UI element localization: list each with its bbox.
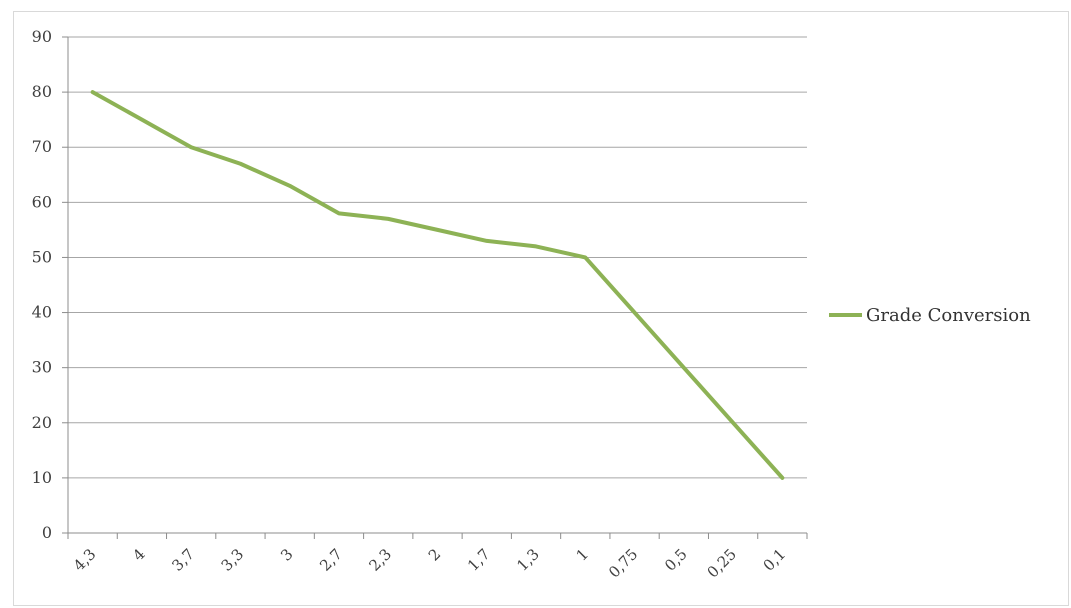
- x-tick-label: 1: [573, 545, 592, 564]
- y-tick-label: 90: [32, 27, 52, 46]
- x-tick-label: 0,1: [760, 545, 790, 575]
- x-tick-label: 2,7: [316, 545, 346, 575]
- data-point: [386, 217, 390, 221]
- x-tick-label: 2,3: [365, 545, 395, 575]
- data-point: [633, 311, 637, 315]
- chart-frame: [13, 11, 1069, 606]
- data-point: [682, 366, 686, 370]
- x-axis-ticks: 4,3 4 3,7 3,3 3 2,7 2,3 2 1,7 1,3 1 0,75 0,5 0,25 0,1: [70, 545, 789, 581]
- y-tick-label: 60: [32, 192, 52, 211]
- series-layer: [90, 90, 785, 480]
- data-point: [140, 118, 144, 122]
- y-tick-label: 30: [32, 358, 52, 377]
- data-point: [238, 162, 242, 166]
- y-tick-label: 10: [32, 468, 52, 487]
- x-tick-label: 3,3: [218, 545, 248, 575]
- series-line: [90, 90, 785, 480]
- legend-label: Grade Conversion: [866, 305, 1031, 326]
- x-tick-label: 4: [129, 545, 148, 564]
- y-axis-ticks: 0 10 20 30 40 50 60 70 80 90: [32, 27, 52, 542]
- data-point: [583, 255, 587, 259]
- data-point: [189, 145, 193, 149]
- data-point: [534, 244, 538, 248]
- axes: [62, 36, 808, 539]
- legend: Grade Conversion: [829, 305, 1031, 326]
- x-tick-label: 1,7: [464, 545, 494, 575]
- y-tick-label: 0: [42, 523, 52, 542]
- data-point: [337, 211, 341, 215]
- data-point: [288, 184, 292, 188]
- x-tick-label: 4,3: [70, 545, 100, 575]
- x-tick-label: 1,3: [513, 545, 543, 575]
- data-point: [731, 421, 735, 425]
- y-tick-label: 20: [32, 413, 52, 432]
- y-tick-label: 50: [32, 247, 52, 266]
- x-tick-label: 0,75: [605, 545, 641, 581]
- x-tick-label: 2: [425, 545, 444, 564]
- x-tick-label: 3,7: [168, 545, 198, 575]
- y-tick-label: 70: [32, 137, 52, 156]
- x-tick-label: 0,25: [704, 545, 740, 581]
- data-point: [91, 90, 95, 94]
- data-point: [780, 476, 784, 480]
- y-tick-label: 40: [32, 303, 52, 322]
- x-tick-label: 3: [277, 545, 296, 564]
- x-tick-label: 0,5: [661, 545, 691, 575]
- gridlines: [68, 36, 807, 479]
- y-tick-label: 80: [32, 82, 52, 101]
- data-point: [436, 228, 439, 232]
- data-point: [485, 239, 489, 243]
